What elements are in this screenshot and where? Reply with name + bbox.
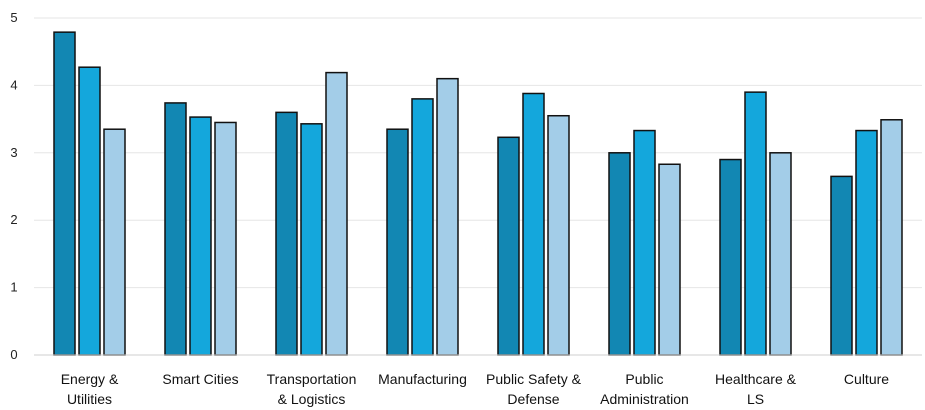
bar-series-1-category-6 <box>608 152 631 356</box>
y-tick-label: 1 <box>10 280 17 295</box>
x-category-label: Public <box>625 371 663 387</box>
x-category-label: Public Safety & <box>486 371 582 387</box>
bar-series-2-category-1 <box>78 66 101 356</box>
x-category-label: Defense <box>507 391 559 407</box>
y-tick-label: 4 <box>10 77 17 92</box>
bars <box>53 31 903 356</box>
bar-series-3-category-3 <box>325 71 348 356</box>
bar-series-2-category-4 <box>411 98 434 356</box>
bar-series-2-category-5 <box>522 92 545 356</box>
bar-series-2-category-2 <box>189 116 212 356</box>
y-axis-ticks: 0 1 2 3 4 5 <box>10 10 17 362</box>
bar-series-1-category-8 <box>830 175 853 356</box>
y-tick-label: 0 <box>10 347 17 362</box>
x-category-label: Energy & <box>61 371 119 387</box>
bar-series-3-category-4 <box>436 77 459 356</box>
y-tick-label: 2 <box>10 212 17 227</box>
x-category-label: Smart Cities <box>162 371 238 387</box>
bar-series-1-category-3 <box>275 111 298 356</box>
bar-series-3-category-2 <box>214 121 237 356</box>
bar-series-3-category-6 <box>658 163 681 356</box>
bar-series-1-category-1 <box>53 31 76 356</box>
bar-series-3-category-8 <box>880 119 903 356</box>
bar-series-2-category-7 <box>744 91 767 356</box>
bar-series-2-category-3 <box>300 123 323 356</box>
bar-series-3-category-5 <box>547 114 570 356</box>
bar-series-3-category-1 <box>103 128 126 356</box>
x-category-label: Administration <box>600 391 689 407</box>
x-category-label: Transportation <box>267 371 357 387</box>
bar-series-1-category-2 <box>164 102 187 356</box>
x-category-label: Manufacturing <box>378 371 467 387</box>
x-category-label: & Logistics <box>278 391 346 407</box>
bar-series-2-category-8 <box>855 129 878 356</box>
bar-series-1-category-4 <box>386 128 409 356</box>
y-tick-label: 3 <box>10 145 17 160</box>
bar-series-3-category-7 <box>769 152 792 356</box>
y-tick-label: 5 <box>10 10 17 25</box>
bar-series-1-category-7 <box>719 158 742 356</box>
x-category-label: Healthcare & <box>715 371 797 387</box>
bar-series-2-category-6 <box>633 129 656 356</box>
x-category-label: Culture <box>844 371 889 387</box>
bar-series-1-category-5 <box>497 136 520 356</box>
x-category-label: LS <box>747 391 764 407</box>
x-category-label: Utilities <box>67 391 112 407</box>
x-axis-categories: Energy & Utilities Smart Cities Transportat… <box>61 371 890 407</box>
